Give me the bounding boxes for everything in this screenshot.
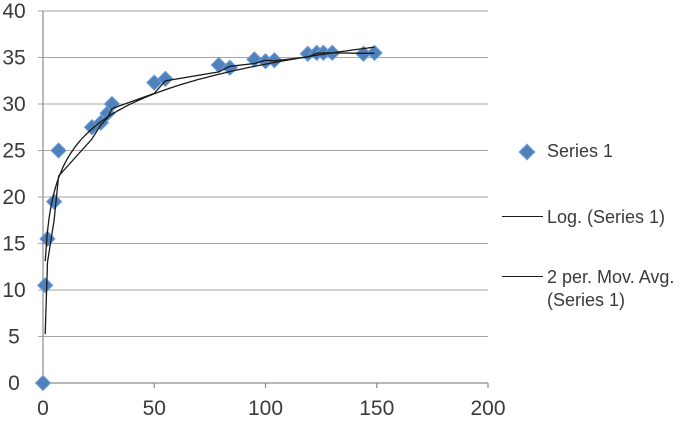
y-tick-label: 20 [2, 186, 25, 209]
legend-label-series1: Series 1 [547, 141, 614, 161]
y-tick-label: 5 [8, 326, 20, 349]
legend-item-moving-average[interactable]: 2 per. Mov. Avg. (Series 1) [496, 266, 685, 312]
legend-item-series1[interactable]: Series 1 [496, 140, 613, 162]
data-point-marker[interactable] [210, 56, 227, 74]
data-point-marker[interactable] [34, 374, 52, 392]
trendline-sample-icon [502, 276, 543, 277]
y-tick-label: 15 [2, 233, 25, 256]
data-point-marker[interactable] [37, 277, 54, 294]
data-point-marker[interactable] [50, 142, 67, 159]
legend-swatch [496, 140, 547, 162]
legend-label-log-trendline: Log. (Series 1) [547, 207, 666, 227]
legend-label-moving-average: 2 per. Mov. Avg. (Series 1) [547, 267, 675, 310]
y-tick-label: 30 [2, 93, 25, 116]
y-tick-label: 35 [2, 47, 25, 70]
trendline-sample-icon [502, 216, 543, 217]
y-tick-label: 0 [8, 372, 20, 395]
x-tick-label: 100 [248, 397, 283, 420]
x-tick-label: 50 [143, 397, 166, 420]
x-tick-label: 0 [37, 397, 49, 420]
data-point-marker[interactable] [157, 70, 174, 88]
x-tick-label: 200 [470, 397, 505, 420]
data-point-marker[interactable] [366, 44, 383, 62]
y-tick-label: 10 [2, 279, 25, 302]
legend-item-log-trendline[interactable]: Log. (Series 1) [496, 206, 665, 228]
data-point-marker[interactable] [45, 193, 63, 210]
x-tick-label: 150 [359, 397, 394, 420]
y-tick-label: 25 [2, 140, 25, 163]
moving-average-trendline[interactable] [44, 52, 375, 335]
log-trendline[interactable] [44, 46, 375, 262]
y-tick-label: 40 [2, 0, 25, 23]
diamond-marker-icon [518, 143, 536, 161]
legend-swatch [496, 266, 547, 288]
legend-swatch [496, 206, 547, 228]
